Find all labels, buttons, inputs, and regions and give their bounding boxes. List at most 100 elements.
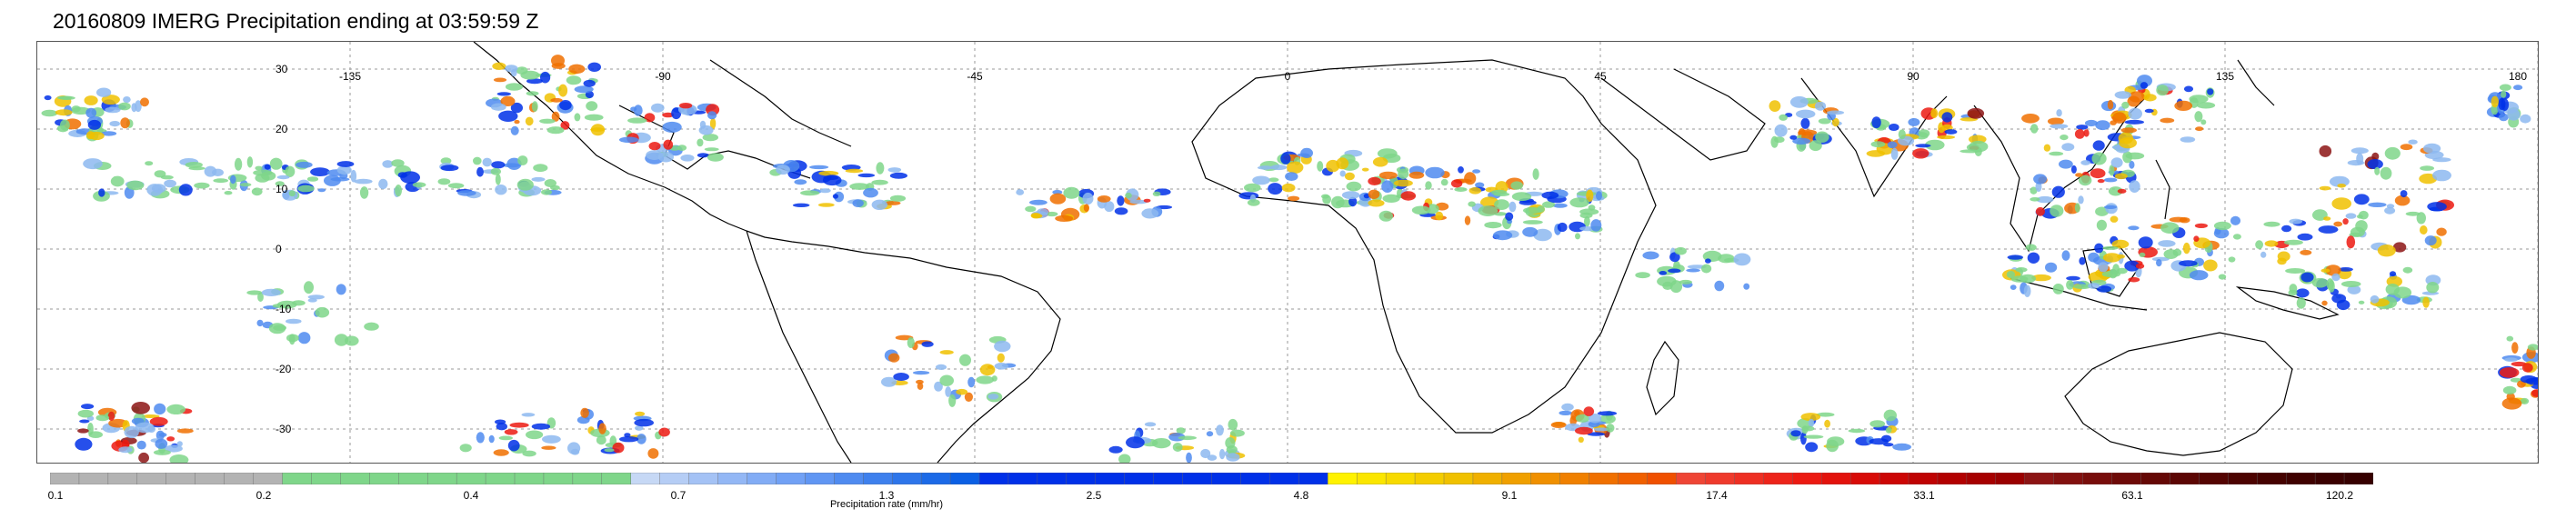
colorbar-swatch <box>1269 473 1300 484</box>
precip-cell <box>140 97 149 107</box>
precip-cell <box>1937 135 1956 140</box>
precip-cell <box>2110 215 2119 223</box>
precip-cell <box>1889 124 1899 131</box>
precip-cell <box>1172 443 1183 452</box>
precip-cell <box>662 112 675 118</box>
precip-cell <box>1468 187 1482 195</box>
precip-cell <box>967 376 976 388</box>
precip-cell <box>2079 175 2092 186</box>
precip-cell <box>1408 171 1425 179</box>
precip-cell <box>2331 273 2340 282</box>
precip-cell <box>176 428 194 434</box>
precip-cell <box>526 78 543 85</box>
precip-cell <box>889 195 907 202</box>
precip-cell <box>1918 129 1930 138</box>
precip-cell <box>1915 144 1931 148</box>
precip-cell <box>2331 197 2351 210</box>
lon-tick-label: -45 <box>967 70 983 83</box>
precip-cell <box>2200 119 2207 125</box>
precip-cell <box>2320 268 2330 273</box>
precip-cell <box>1679 279 1693 284</box>
colorbar-swatch <box>1153 473 1184 484</box>
lat-tick-label: 20 <box>276 123 288 135</box>
colorbar-swatch <box>572 473 603 484</box>
precip-cell <box>2129 160 2135 169</box>
precip-cell <box>2189 270 2209 281</box>
precip-cell <box>917 382 924 390</box>
precip-cell <box>2521 363 2533 373</box>
precip-cell <box>1368 176 1381 185</box>
precip-cell <box>504 429 518 435</box>
precip-cell <box>845 168 864 174</box>
precip-cell <box>800 190 820 196</box>
precip-cell <box>533 164 548 173</box>
precip-cell <box>2114 173 2128 180</box>
colorbar-swatch <box>311 473 342 484</box>
precip-cell <box>2326 278 2334 291</box>
precip-cell <box>1440 178 1448 186</box>
lat-tick-label: 10 <box>276 183 288 195</box>
precip-cell <box>832 194 839 199</box>
precip-cell <box>1831 117 1839 127</box>
precip-cell <box>1129 199 1148 205</box>
precip-cell <box>935 364 947 370</box>
precip-cell <box>818 170 839 176</box>
precip-cell <box>551 111 560 122</box>
colorbar-swatch <box>949 473 980 484</box>
precip-cell <box>476 432 485 444</box>
precip-cell <box>697 138 704 147</box>
precip-cell <box>822 175 842 186</box>
precip-cell <box>1268 177 1279 183</box>
precip-cell <box>1280 153 1291 165</box>
precip-cell <box>1930 108 1939 119</box>
precip-cell <box>185 162 203 168</box>
precip-cell <box>2119 137 2138 149</box>
precip-cell <box>618 136 639 144</box>
colorbar-swatch <box>659 473 690 484</box>
precip-cell <box>2051 185 2065 198</box>
colorbar-swatch <box>107 473 138 484</box>
precip-cell <box>907 337 915 348</box>
precip-cell <box>246 290 263 295</box>
colorbar-tick-label: 0.1 <box>47 489 64 502</box>
colorbar-swatch <box>1443 473 1474 484</box>
precip-cell <box>350 169 357 183</box>
colorbar-swatch <box>1328 473 1358 484</box>
precip-cell <box>2400 190 2408 198</box>
precip-cell <box>2179 260 2198 267</box>
colorbar-swatch <box>1705 473 1736 484</box>
precip-cell <box>1848 428 1866 434</box>
precip-cell <box>2128 225 2140 231</box>
precip-cell <box>612 442 625 454</box>
precip-cell <box>2283 239 2303 245</box>
precip-cell <box>1381 180 1394 193</box>
precip-cell <box>2408 139 2418 145</box>
colorbar-swatch <box>717 473 748 484</box>
precip-cell <box>679 103 693 109</box>
precipitation-patches <box>41 55 2538 463</box>
precip-cell <box>2255 240 2264 250</box>
colorbar-swatch <box>1414 473 1445 484</box>
colorbar-swatch <box>369 473 400 484</box>
colorbar-swatch <box>2111 473 2142 484</box>
precip-cell <box>550 97 563 103</box>
precip-cell <box>702 134 718 142</box>
precip-cell <box>2030 124 2039 134</box>
precip-cell <box>1869 420 1886 428</box>
precip-cell <box>334 334 349 346</box>
colorbar-swatch <box>2343 473 2373 484</box>
precip-cell <box>994 363 1009 370</box>
precip-cell <box>1770 135 1779 148</box>
precip-cell <box>590 127 606 132</box>
precip-cell <box>261 288 281 296</box>
precip-cell <box>500 95 516 106</box>
precip-cell <box>514 119 520 125</box>
precip-cell <box>2110 157 2123 168</box>
precip-cell <box>1510 181 1523 190</box>
precip-cell <box>635 425 644 431</box>
precip-cell <box>1541 191 1559 199</box>
precip-cell <box>1537 205 1545 213</box>
precip-cell <box>586 101 598 111</box>
precip-cell <box>2289 284 2298 294</box>
precip-cell <box>2350 147 2369 155</box>
